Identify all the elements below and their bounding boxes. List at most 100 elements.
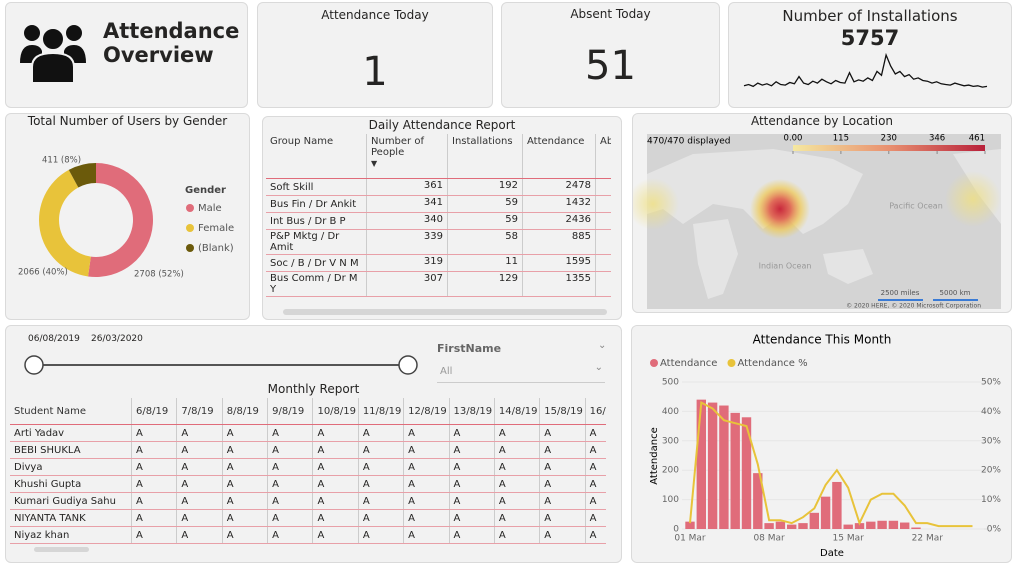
bar[interactable] — [843, 524, 853, 529]
h-scrollbar[interactable] — [283, 309, 607, 315]
column-header[interactable]: 6/8/19 — [131, 398, 177, 425]
table-cell: A — [357, 526, 404, 544]
bar[interactable] — [707, 402, 718, 529]
table-cell: A — [584, 458, 606, 476]
h-scrollbar[interactable] — [34, 547, 89, 552]
scale-label: 2500 miles — [881, 289, 920, 297]
bar[interactable] — [798, 523, 808, 529]
bar[interactable] — [809, 512, 819, 529]
donut-slice[interactable] — [68, 163, 96, 188]
scale-tick-label: 115 — [833, 134, 849, 144]
table-cell: Bus Comm / Dr M Y — [266, 271, 367, 297]
table-row: BEBI SHUKLA A A A A A A A A A A A — [10, 441, 606, 459]
table-cell: A — [493, 458, 540, 476]
legend-label[interactable]: (Blank) — [198, 243, 234, 254]
slider-handle[interactable] — [398, 355, 418, 375]
table-cell: A — [357, 475, 404, 493]
bar[interactable] — [787, 524, 797, 529]
table-cell: A — [493, 475, 540, 493]
date-end[interactable]: 26/03/2020 — [91, 334, 143, 344]
bar[interactable] — [854, 523, 865, 529]
table-row: Soc / B / Dr V N M319111595319 — [266, 254, 611, 272]
legend-label[interactable]: Female — [198, 223, 234, 234]
table-row: Kumari Gudiya Sahu A A A A A A A A A A A — [10, 492, 606, 510]
x-tick-label: 08 Mar — [753, 534, 785, 544]
table-cell: A — [176, 526, 223, 544]
slider-handle[interactable] — [24, 355, 44, 375]
column-header[interactable]: 9/8/19 — [267, 398, 313, 425]
column-header[interactable]: 8/8/19 — [221, 398, 268, 425]
bar[interactable] — [741, 417, 752, 529]
combo-chart: Attendance This Month Date Attendance 01… — [649, 333, 1001, 560]
column-header[interactable]: Attendance — [522, 134, 596, 179]
x-axis-title: Date — [820, 548, 844, 559]
card-value: 51 — [585, 43, 636, 89]
bar[interactable] — [775, 521, 786, 529]
bar[interactable] — [719, 405, 729, 529]
bar[interactable] — [832, 481, 842, 529]
legend-label[interactable]: Attendance — [660, 358, 717, 369]
table-cell: A — [357, 458, 404, 476]
column-header[interactable]: 7/8/19 — [176, 398, 223, 425]
table-cell: A — [176, 424, 223, 442]
bar[interactable] — [866, 521, 876, 529]
card-label: Absent Today — [570, 7, 651, 21]
table-cell: 885 — [522, 229, 596, 255]
column-header[interactable]: Number of People ▼ — [366, 134, 448, 179]
table-cell: A — [448, 424, 495, 442]
column-header[interactable]: Student Name — [10, 398, 132, 425]
card-value: 1 — [362, 49, 388, 95]
bar[interactable] — [764, 523, 774, 529]
bar[interactable] — [888, 520, 899, 529]
table-cell: 340 — [595, 212, 611, 230]
bar[interactable] — [696, 399, 706, 529]
bar[interactable] — [753, 473, 763, 529]
people-icon — [20, 25, 86, 84]
bar[interactable] — [911, 527, 921, 529]
column-header[interactable]: 13/8/19 — [448, 398, 495, 425]
slicer-dropdown[interactable]: All ⌄ — [437, 360, 605, 383]
date-slider[interactable] — [16, 350, 436, 380]
bar[interactable] — [730, 412, 740, 529]
table-cell: 319 — [366, 254, 448, 272]
table-cell: 59 — [447, 212, 523, 230]
legend-label[interactable]: Male — [198, 203, 222, 214]
table-cell: A — [539, 458, 586, 476]
legend-swatch — [186, 204, 194, 212]
table-cell: A — [539, 526, 586, 544]
column-header[interactable]: 12/8/19 — [403, 398, 450, 425]
table-cell: Bus Fin / Dr Ankit — [266, 195, 367, 213]
table-cell: A — [131, 424, 177, 442]
bar[interactable] — [900, 522, 910, 529]
date-start[interactable]: 06/08/2019 — [28, 334, 80, 344]
table-cell: A — [493, 424, 540, 442]
column-header[interactable]: Absence — [595, 134, 611, 179]
table-cell: 340 — [366, 212, 448, 230]
column-header[interactable]: 10/8/19 — [312, 398, 359, 425]
table-cell: A — [584, 492, 606, 510]
legend-label[interactable]: Attendance % — [737, 358, 807, 369]
y2-tick-label: 50% — [981, 378, 1001, 388]
table-row: Khushi Gupta A A A A A A A A A A A — [10, 475, 606, 493]
column-header[interactable]: 16/8/19 — [584, 398, 606, 425]
table-cell: A — [131, 441, 177, 459]
scale-tick-label: 230 — [881, 134, 897, 144]
bar[interactable] — [685, 521, 695, 529]
table-cell: A — [312, 458, 359, 476]
column-header[interactable]: Group Name — [266, 134, 367, 179]
legend-swatch — [186, 244, 194, 252]
table-cell: P&P Mktg / Dr Amit — [266, 229, 367, 255]
chevron[interactable]: ⌄ — [598, 340, 607, 351]
donut-chart: 2708 (52%) Male 2066 (40%) Female 411 (8%) (B… — [18, 156, 234, 280]
column-header[interactable]: 11/8/19 — [357, 398, 404, 425]
bar[interactable] — [820, 496, 831, 529]
bar[interactable] — [877, 520, 887, 529]
column-header[interactable]: 15/8/19 — [539, 398, 586, 425]
card-label: Number of Installations — [782, 7, 958, 25]
map[interactable]: 470/470 displayed Pacific Ocean Indian O… — [633, 114, 1012, 313]
donut-slice[interactable] — [38, 169, 91, 277]
column-header[interactable]: 14/8/19 — [493, 398, 540, 425]
donut-slice[interactable] — [88, 163, 153, 277]
column-header[interactable]: Installations — [447, 134, 523, 179]
ocean-label: Pacific Ocean — [889, 202, 943, 211]
